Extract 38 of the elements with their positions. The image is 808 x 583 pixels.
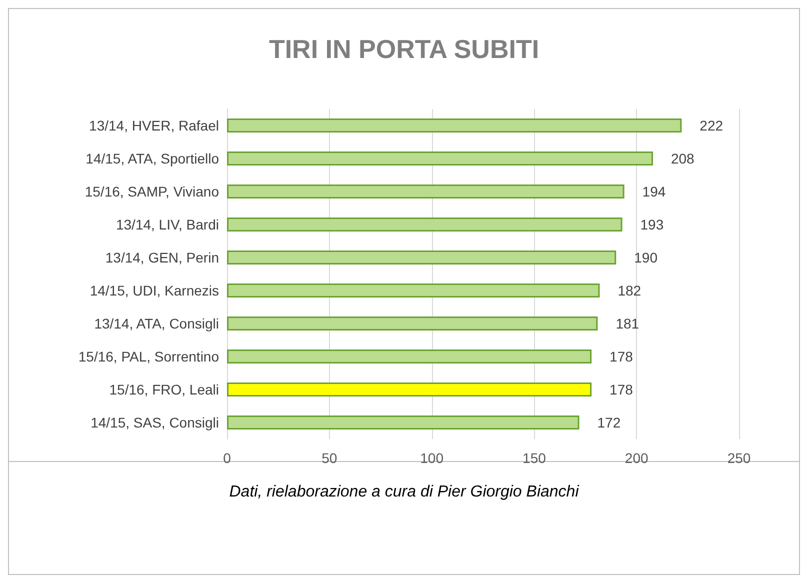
- bar: [227, 218, 622, 232]
- data-label: 193: [640, 216, 664, 232]
- x-tick-label: 0: [223, 450, 232, 466]
- data-label: 190: [634, 250, 658, 266]
- text: Dati, rielaborazione a cura di Pier Giorgio Bianchi: [229, 484, 580, 500]
- y-tick-label: 14/15, UDI, Karnezis: [90, 282, 219, 298]
- chart-title: TIRI IN PORTA SUBITI: [268, 34, 540, 64]
- data-label: 178: [610, 348, 634, 364]
- bar: [227, 382, 592, 396]
- x-tick-label: 100: [420, 450, 444, 466]
- x-tick-label: 250: [727, 450, 751, 466]
- bar: [227, 250, 616, 264]
- bar: [227, 152, 653, 166]
- bar: [227, 118, 682, 132]
- y-tick-label: 13/14, HVER, Rafael: [89, 118, 219, 134]
- y-tick-label: 13/14, ATA, Consigli: [94, 316, 219, 332]
- bar: [227, 184, 624, 198]
- x-tick-label: 200: [624, 450, 648, 466]
- bar: [227, 284, 600, 298]
- data-label: 182: [618, 282, 642, 298]
- data-label: 222: [700, 118, 724, 134]
- x-tick-label: 50: [322, 450, 338, 466]
- x-tick-label: 150: [522, 450, 546, 466]
- data-label: 178: [610, 382, 634, 398]
- y-tick-label: 13/14, GEN, Perin: [105, 250, 219, 266]
- data-label: 194: [642, 184, 666, 200]
- y-tick-label: 15/16, FRO, Leali: [109, 382, 219, 398]
- y-tick-label: 14/15, SAS, Consigli: [90, 414, 219, 430]
- bar: [227, 350, 592, 364]
- y-tick-label: 13/14, LIV, Bardi: [116, 216, 219, 232]
- y-tick-label: 15/16, PAL, Sorrentino: [78, 348, 220, 364]
- data-label: 208: [670, 150, 695, 166]
- bar: [227, 416, 580, 430]
- y-tick-label: 15/16, SAMP, Viviano: [84, 184, 220, 200]
- y-tick-label: 14/15, ATA, Sportiello: [86, 150, 220, 166]
- data-label: 181: [616, 316, 640, 332]
- data-label: 172: [597, 414, 621, 430]
- bar: [227, 316, 598, 330]
